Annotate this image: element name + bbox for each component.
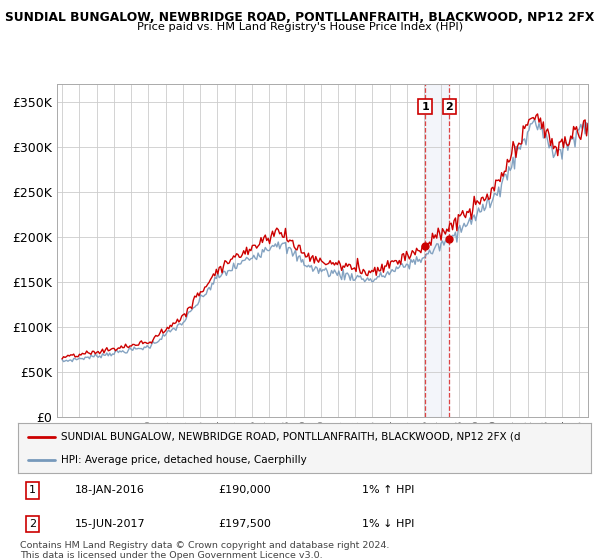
Text: HPI: Average price, detached house, Caerphilly: HPI: Average price, detached house, Caer… — [61, 455, 307, 465]
Text: 1% ↑ HPI: 1% ↑ HPI — [362, 486, 414, 496]
Text: Price paid vs. HM Land Registry's House Price Index (HPI): Price paid vs. HM Land Registry's House … — [137, 22, 463, 32]
Text: 18-JAN-2016: 18-JAN-2016 — [76, 486, 145, 496]
Text: £197,500: £197,500 — [218, 519, 271, 529]
Text: SUNDIAL BUNGALOW, NEWBRIDGE ROAD, PONTLLANFRAITH, BLACKWOOD, NP12 2FX (d: SUNDIAL BUNGALOW, NEWBRIDGE ROAD, PONTLL… — [61, 432, 520, 442]
Bar — [425, 84, 449, 417]
Text: 2: 2 — [446, 101, 453, 111]
Text: SUNDIAL BUNGALOW, NEWBRIDGE ROAD, PONTLLANFRAITH, BLACKWOOD, NP12 2FX: SUNDIAL BUNGALOW, NEWBRIDGE ROAD, PONTLL… — [5, 11, 595, 24]
Text: 1: 1 — [29, 486, 36, 496]
Text: 1: 1 — [421, 101, 429, 111]
Text: Contains HM Land Registry data © Crown copyright and database right 2024.
This d: Contains HM Land Registry data © Crown c… — [20, 541, 389, 560]
Text: £190,000: £190,000 — [218, 486, 271, 496]
Text: 15-JUN-2017: 15-JUN-2017 — [76, 519, 146, 529]
Text: 1% ↓ HPI: 1% ↓ HPI — [362, 519, 414, 529]
Text: 2: 2 — [29, 519, 36, 529]
